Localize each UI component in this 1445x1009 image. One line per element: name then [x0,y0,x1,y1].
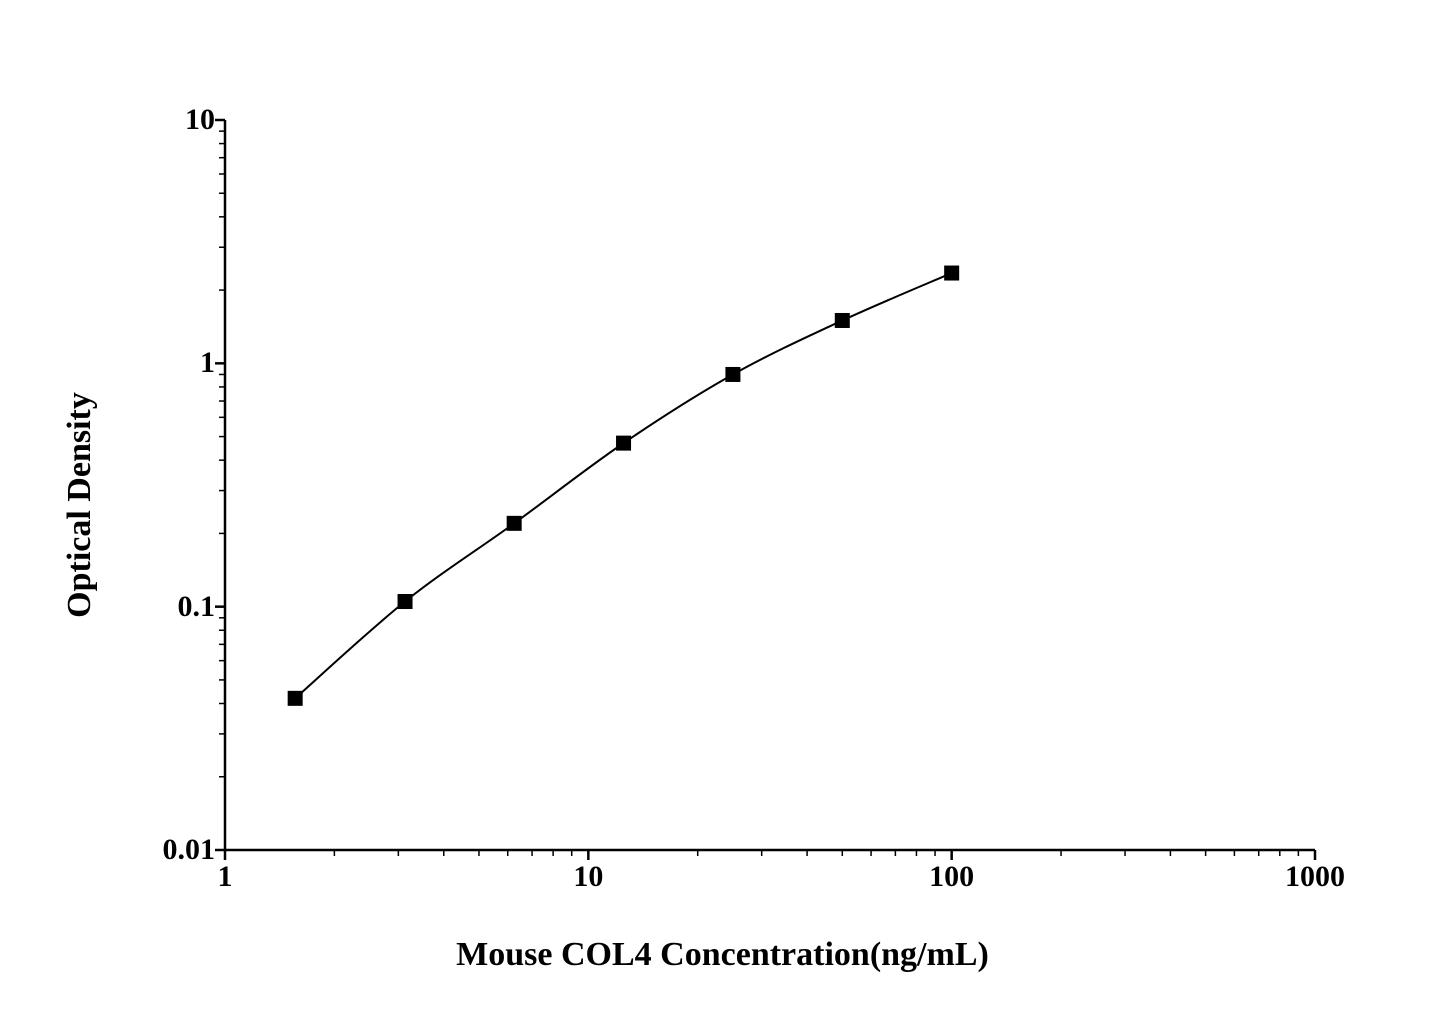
chart-plot [0,0,1445,1009]
